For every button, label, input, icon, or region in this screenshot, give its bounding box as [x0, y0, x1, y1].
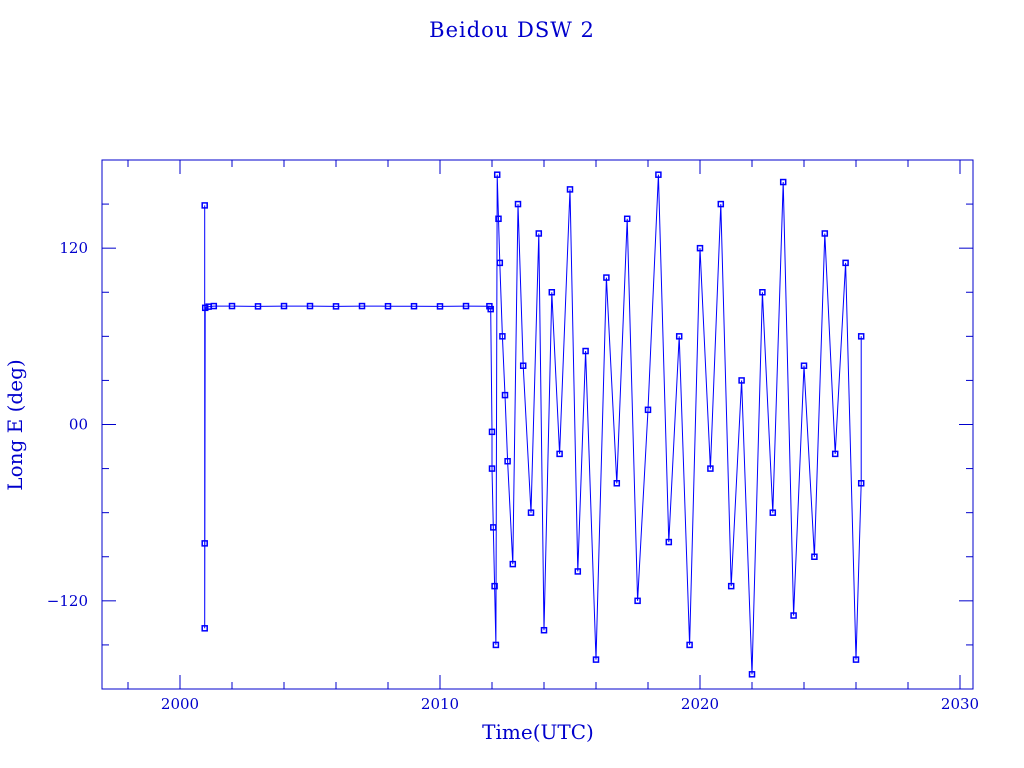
data-point [487, 305, 494, 313]
data-point [696, 244, 704, 252]
data-point [540, 626, 548, 634]
x-tick-label: 2030 [941, 695, 979, 713]
data-point [492, 641, 500, 649]
data-point [759, 289, 766, 296]
data-point [493, 171, 501, 178]
x-tick-label: 2000 [161, 695, 199, 713]
data-point [556, 450, 563, 458]
data-point [201, 625, 208, 632]
data-point [228, 302, 236, 310]
data-point [574, 568, 582, 575]
chart-title: Beidou DSW 2 [429, 18, 595, 42]
data-point [842, 259, 849, 267]
y-tick-label: 00 [69, 416, 88, 434]
data-point [686, 641, 693, 649]
data-point [535, 230, 543, 237]
data-point [613, 480, 621, 487]
data-point [210, 302, 218, 310]
data-point [831, 450, 839, 458]
data-point [655, 171, 662, 178]
data-point [501, 391, 509, 399]
data-point [566, 186, 574, 193]
data-point [779, 178, 787, 186]
x-tick-label: 2020 [681, 695, 719, 713]
data-point [491, 582, 498, 590]
data-point [332, 303, 340, 310]
data-point [496, 259, 504, 267]
data-point [738, 377, 745, 384]
data-point [488, 428, 496, 436]
data-point [254, 303, 262, 310]
data-point [852, 656, 860, 663]
data-point [504, 457, 511, 465]
data-point [811, 553, 818, 560]
data-point [582, 347, 589, 355]
axis-ticks [102, 160, 973, 689]
data-point [665, 538, 673, 546]
data-point [201, 202, 208, 209]
data-point [717, 200, 725, 208]
data-point [514, 200, 522, 208]
data-point [790, 612, 797, 619]
data-point [527, 509, 535, 516]
plot-frame [101, 159, 974, 690]
data-point [280, 302, 288, 310]
data-point [821, 230, 829, 237]
data-point [727, 582, 735, 590]
axis-tick-labels: 2000 2010 2020 2030 120 00 −120 [47, 239, 979, 713]
data-point [675, 333, 683, 340]
data-point [603, 274, 610, 281]
data-point [800, 362, 808, 369]
data-point [707, 465, 714, 472]
data-point [410, 302, 418, 310]
data-point [499, 333, 506, 340]
series-line [204, 174, 862, 675]
y-tick-label: 120 [59, 239, 88, 257]
data-point [748, 671, 756, 678]
data-point [358, 302, 366, 310]
x-tick-label: 2010 [421, 695, 459, 713]
data-point [490, 524, 497, 531]
data-point [857, 333, 865, 340]
data-point [384, 302, 392, 310]
data-point [644, 406, 652, 414]
data-point [201, 540, 208, 547]
data-point [548, 289, 556, 296]
data-point [495, 215, 502, 223]
data-point [634, 597, 641, 605]
data-point [488, 465, 496, 472]
data-point [201, 304, 209, 312]
data-point [592, 656, 600, 663]
y-axis-label: Long E (deg) [3, 359, 27, 490]
data-point [769, 509, 777, 516]
data-point [306, 302, 314, 310]
plot-area [201, 171, 865, 678]
x-axis-label: Time(UTC) [482, 720, 594, 744]
data-point [462, 302, 470, 310]
data-point [509, 560, 517, 568]
data-point [857, 480, 865, 487]
data-point [436, 303, 444, 310]
data-point [623, 215, 631, 223]
y-tick-label: −120 [47, 592, 88, 610]
data-point [519, 362, 527, 369]
